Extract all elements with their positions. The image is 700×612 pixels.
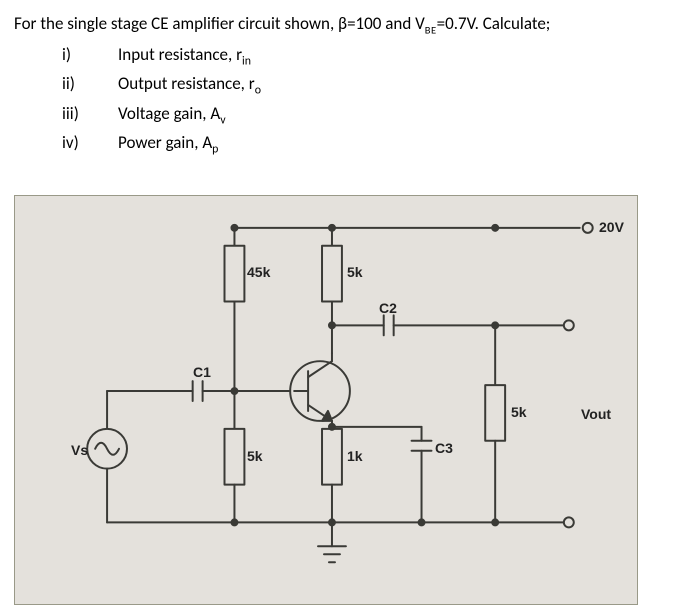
circuit-diagram: 20V 45k 5k C2 C1 Vs 5k 1k C3 5k Vout [14,195,638,605]
rb1-label: 45k [247,264,270,280]
list-item: i) Input resistance, rin [62,42,686,71]
c3-label: C3 [435,440,453,456]
item-num: iii) [62,101,90,130]
stem-pre: For the single stage CE amplifier circui… [14,13,356,34]
item-num: i) [62,42,90,71]
question-list: i) Input resistance, rin ii) Output resi… [14,42,686,159]
question-stem: For the single stage CE amplifier circui… [14,12,686,38]
c1-label: C1 [193,364,211,380]
vbe-val: 0.7V [445,13,474,34]
circuit-svg [15,196,637,604]
vout-label: Vout [581,406,611,422]
item-text: Input resistance, rin [118,42,251,71]
vs-label: Vs [71,442,88,458]
item-text: Output resistance, ro [118,71,261,100]
rb2-label: 5k [247,448,263,464]
item-num: ii) [62,71,90,100]
item-num: iv) [62,130,90,159]
re-label: 1k [347,448,363,464]
stem-eq: = [437,13,445,34]
list-item: ii) Output resistance, ro [62,71,686,100]
beta-val: 100 [356,13,382,34]
rl-label: 5k [511,404,527,420]
c2-label: C2 [379,300,397,316]
rc-label: 5k [347,264,363,280]
item-text: Voltage gain, Av [118,101,226,130]
vbe-sub: BE [425,23,437,36]
stem-post: . Calculate; [475,13,551,34]
list-item: iv) Power gain, Ap [62,130,686,159]
supply-label: 20V [599,219,624,235]
list-item: iii) Voltage gain, Av [62,101,686,130]
stem-mid: and V [381,13,424,34]
item-text: Power gain, Ap [118,130,218,159]
